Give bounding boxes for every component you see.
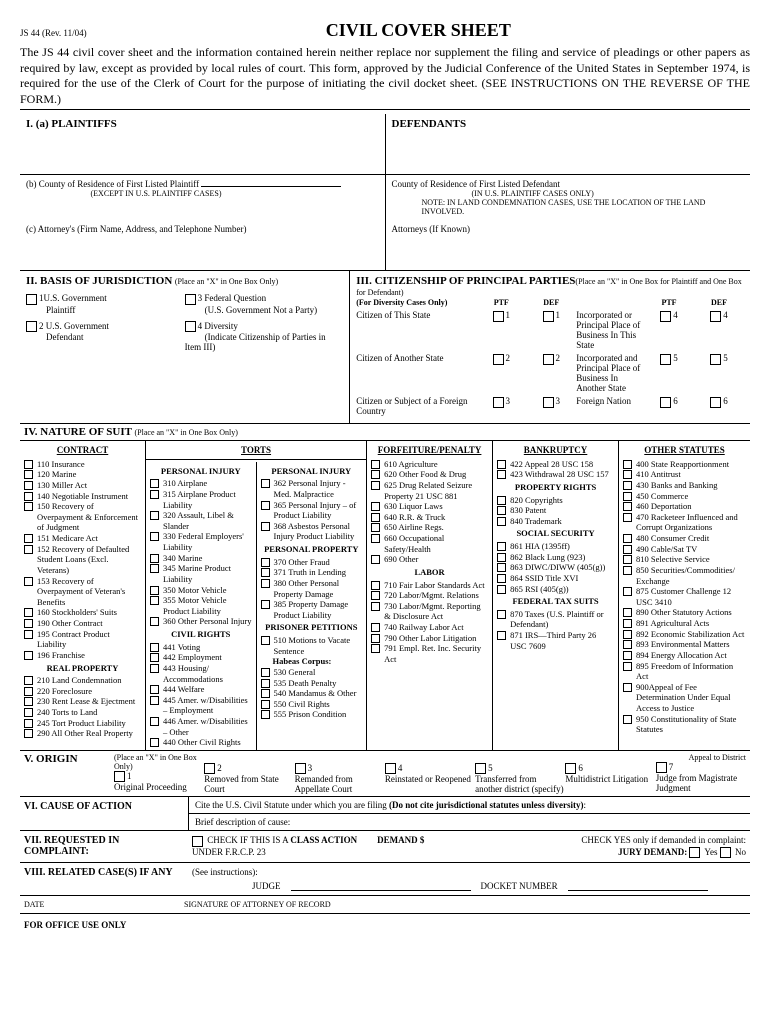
office-use: FOR OFFICE USE ONLY xyxy=(20,914,750,936)
cause-line2: Brief description of cause: xyxy=(189,814,750,830)
requested-title: VII. REQUESTED IN COMPLAINT: xyxy=(20,831,188,862)
juris-opt1[interactable] xyxy=(26,294,37,305)
defendant-note2: NOTE: IN LAND CONDEMNATION CASES, USE TH… xyxy=(392,198,745,216)
juris-opt4[interactable] xyxy=(185,321,196,332)
defendant-note1: (IN U.S. PLAINTIFF CASES ONLY) xyxy=(392,189,745,198)
nature-title: IV. NATURE OF SUIT xyxy=(24,426,132,438)
plaintiffs-label: I. (a) PLAINTIFFS xyxy=(26,118,379,130)
cause-line1: Cite the U.S. Civil Statute under which … xyxy=(195,800,586,810)
county-plaintiff-input[interactable] xyxy=(201,186,341,187)
citizenship-title: III. CITIZENSHIP OF PRINCIPAL PARTIES xyxy=(356,275,575,287)
county-plaintiff-label: (b) County of Residence of First Listed … xyxy=(26,179,199,189)
class-action-check[interactable] xyxy=(192,836,203,847)
cause-title: VI. CAUSE OF ACTION xyxy=(20,797,189,830)
plaintiff-note: (EXCEPT IN U.S. PLAINTIFF CASES) xyxy=(26,189,286,198)
page-title: CIVIL COVER SHEET xyxy=(87,20,750,41)
juris-opt3[interactable] xyxy=(185,294,196,305)
jury-no[interactable] xyxy=(720,847,731,858)
intro-text: The JS 44 civil cover sheet and the info… xyxy=(20,45,750,110)
signature-label: SIGNATURE OF ATTORNEY OF RECORD xyxy=(184,900,331,909)
form-id: JS 44 (Rev. 11/04) xyxy=(20,28,87,38)
docket-input[interactable] xyxy=(568,881,708,891)
attorney-plaintiff-label: (c) Attorney's (Firm Name, Address, and … xyxy=(26,224,379,234)
defendants-label: DEFENDANTS xyxy=(392,118,745,130)
date-label: DATE xyxy=(24,900,184,909)
jurisdiction-hint: (Place an "X" in One Box Only) xyxy=(175,277,278,286)
judge-input[interactable] xyxy=(291,881,471,891)
origin-title: V. ORIGIN xyxy=(24,753,78,765)
jurisdiction-title: II. BASIS OF JURISDICTION xyxy=(26,275,172,287)
nature-hint: (Place an "X" in One Box Only) xyxy=(135,428,238,437)
jury-yes[interactable] xyxy=(689,847,700,858)
related-title: VIII. RELATED CASE(S) IF ANY xyxy=(20,863,188,895)
attorney-defendant-label: Attorneys (If Known) xyxy=(392,224,745,234)
juris-opt2[interactable] xyxy=(26,321,37,332)
county-defendant-label: County of Residence of First Listed Defe… xyxy=(392,179,745,189)
